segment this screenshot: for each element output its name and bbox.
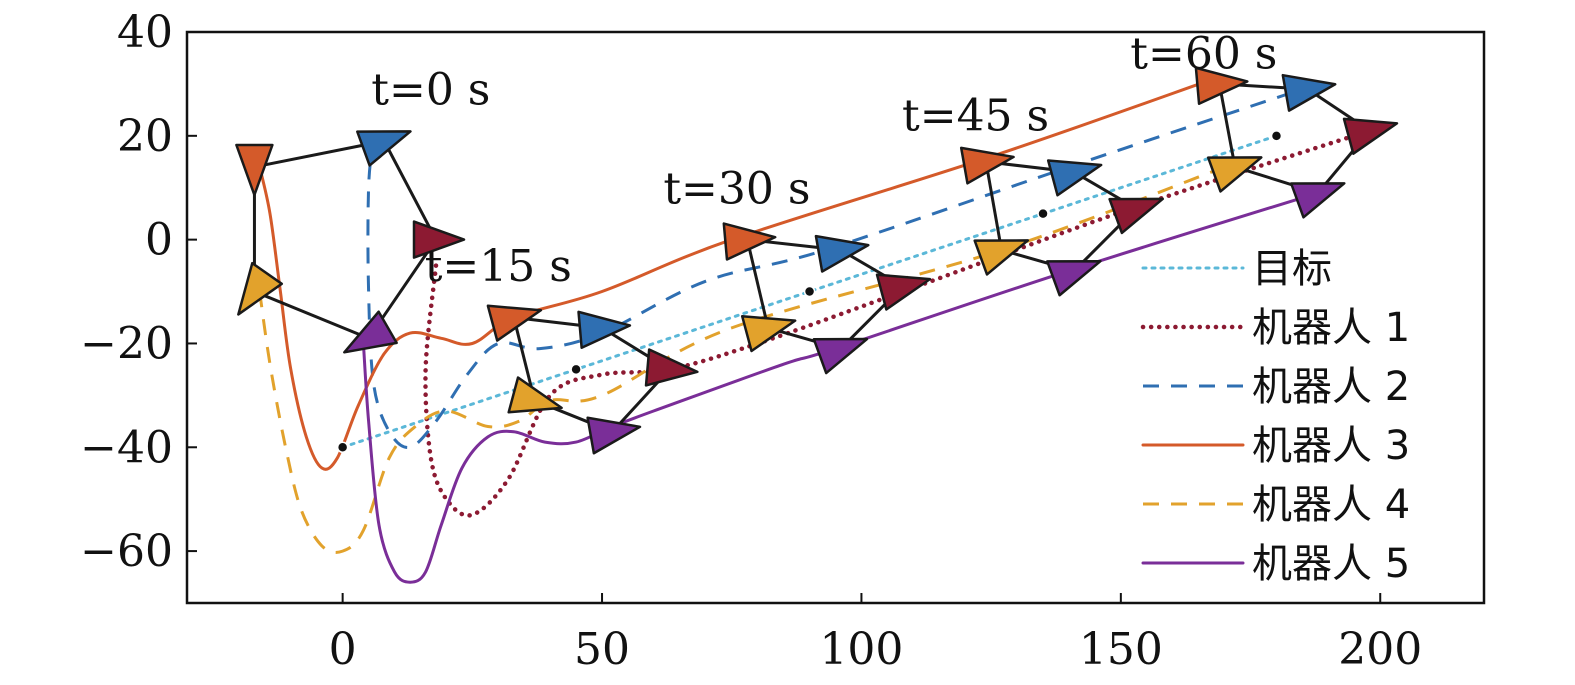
legend-label: 机器人 1	[1252, 305, 1410, 351]
robot-5-marker	[812, 337, 869, 375]
x-tick-label: 100	[819, 624, 903, 675]
y-tick-label: −60	[80, 526, 173, 577]
robot-3-trajectory-line	[258, 77, 1216, 471]
robot-3-marker	[1194, 66, 1249, 105]
robot-4-marker	[237, 261, 284, 316]
target-trajectory-line	[341, 134, 1278, 449]
robot-1-trajectory-line	[423, 128, 1373, 518]
plot-area: t=0 s t=15 s t=30 s t=45 s t=60 s	[235, 28, 1399, 584]
y-tick-label: 20	[117, 111, 173, 162]
robot-3-marker	[722, 222, 777, 261]
robot-1-marker	[1342, 117, 1399, 155]
legend-label: 机器人 2	[1252, 364, 1410, 410]
time-label: t=60 s	[1130, 28, 1277, 79]
formation-link	[1217, 83, 1237, 168]
y-tick-label: 0	[145, 215, 173, 266]
robot-5-marker	[1046, 259, 1102, 297]
formation-link	[984, 161, 1003, 251]
formation-center-point	[570, 363, 582, 376]
y-tick-label: −40	[80, 422, 173, 473]
time-label: t=45 s	[902, 91, 1049, 142]
robot-4-marker	[973, 239, 1030, 276]
formation-center-point	[803, 285, 816, 298]
robot-5-trajectory-line	[361, 191, 1320, 584]
robot-1-marker	[1108, 197, 1164, 235]
formation-center-point	[336, 441, 349, 454]
legend-label: 机器人 3	[1252, 423, 1410, 469]
legend-label: 机器人 4	[1252, 482, 1410, 528]
robot-5-marker	[1289, 182, 1346, 219]
time-label: t=30 s	[663, 163, 810, 214]
robot-1-marker	[644, 348, 699, 387]
robot-3-marker	[235, 143, 274, 197]
robot-4-marker	[740, 314, 797, 353]
robot-5-marker	[586, 416, 642, 455]
formation-link	[745, 239, 770, 329]
robot-2-marker	[356, 130, 412, 167]
y-tick-label: 40	[117, 7, 173, 58]
robot-4-marker	[507, 376, 563, 414]
robot-5-marker	[343, 310, 398, 354]
formation-link	[253, 290, 370, 340]
robot-1-marker	[875, 273, 932, 311]
x-tick-label: 0	[329, 624, 357, 675]
x-tick-label: 150	[1079, 624, 1163, 675]
x-tick-label: 200	[1338, 624, 1422, 675]
formation-link	[382, 140, 438, 241]
formation-center-point	[1037, 207, 1049, 220]
robot-2-marker	[814, 234, 870, 273]
robot-2-marker	[577, 310, 632, 349]
robot-4-marker	[1206, 156, 1263, 193]
formation-center-point	[1270, 130, 1283, 142]
robot-3-marker	[959, 146, 1015, 185]
time-label: t=0 s	[371, 65, 490, 116]
legend-label: 目标	[1252, 246, 1332, 292]
robot-3-marker	[486, 304, 543, 342]
y-tick-label: −20	[80, 318, 173, 369]
axes-frame	[185, 30, 1486, 605]
time-label: t=15 s	[425, 241, 572, 292]
robot-2-marker	[1046, 159, 1103, 197]
x-tick-label: 50	[574, 624, 630, 675]
robot-2-marker	[1281, 73, 1337, 112]
legend-label: 机器人 5	[1252, 541, 1410, 587]
robot-1-marker	[412, 220, 466, 259]
robot-4-trajectory-line	[258, 165, 1226, 554]
